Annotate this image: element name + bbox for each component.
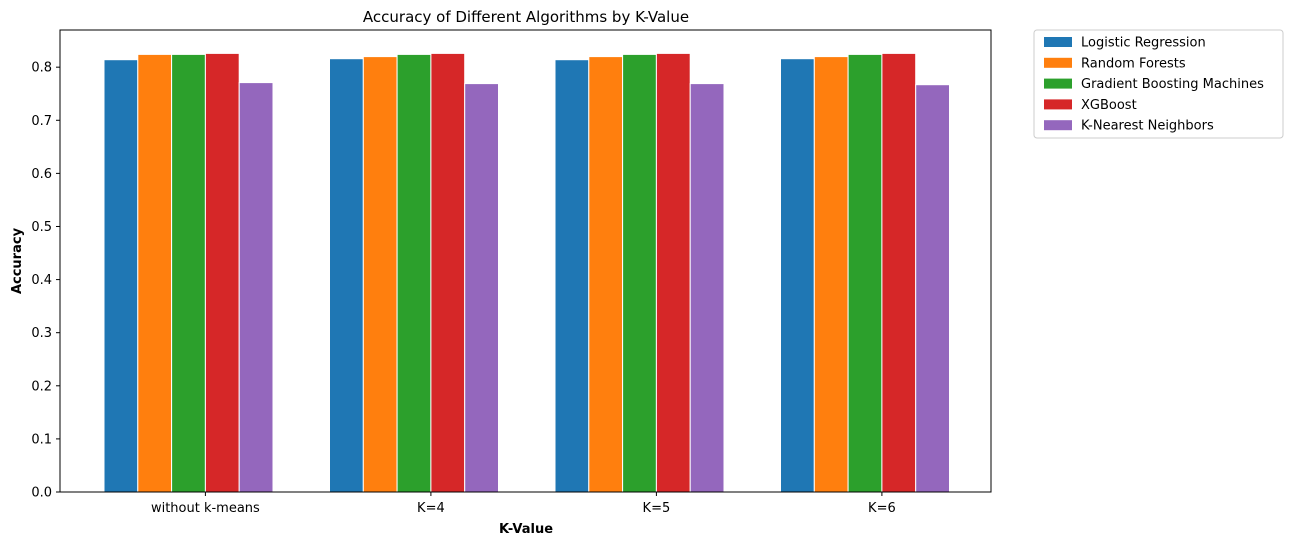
plot-frame xyxy=(59,29,992,493)
bar-k-nearest-neighbors-0 xyxy=(238,82,274,493)
y-tick-label: 0.1 xyxy=(31,432,52,447)
bar-xgboost-2 xyxy=(655,52,691,493)
bar-gradient-boosting-machines-0 xyxy=(171,53,206,493)
bar-k-nearest-neighbors-3 xyxy=(915,84,951,493)
y-axis-title: Accuracy xyxy=(10,227,25,294)
legend-label: K-Nearest Neighbors xyxy=(1081,119,1214,134)
x-tick-label: K=6 xyxy=(868,501,896,516)
bar-logistic-regression-0 xyxy=(103,59,139,493)
y-tick-label: 0.3 xyxy=(31,326,52,341)
y-tick-label: 0.2 xyxy=(31,379,52,394)
legend-swatch xyxy=(1044,99,1072,110)
legend-swatch xyxy=(1044,120,1072,131)
y-tick-label: 0.7 xyxy=(31,114,52,129)
legend-swatch xyxy=(1044,57,1072,68)
legend-label: XGBoost xyxy=(1081,98,1137,113)
bar-k-nearest-neighbors-1 xyxy=(464,83,500,493)
legend-label: Gradient Boosting Machines xyxy=(1081,77,1264,92)
bar-gradient-boosting-machines-3 xyxy=(847,53,883,493)
bar-logistic-regression-1 xyxy=(329,58,364,493)
y-tick-label: 0.4 xyxy=(31,273,52,288)
bar-random-forests-2 xyxy=(588,56,624,493)
x-tick-label: without k-means xyxy=(151,501,260,516)
y-tick-label: 0.0 xyxy=(31,486,52,501)
bar-xgboost-1 xyxy=(430,52,466,493)
plot-area xyxy=(103,52,951,493)
legend-label: Random Forests xyxy=(1081,56,1186,71)
x-axis-title: K-Value xyxy=(499,522,553,537)
bar-xgboost-0 xyxy=(204,52,240,493)
y-tick-label: 0.8 xyxy=(31,61,52,76)
legend-swatch xyxy=(1044,78,1072,89)
y-axis: 0.0 0.1 0.2 0.3 0.4 0.5 0.6 0.7 0.8 xyxy=(31,61,60,501)
bar-k-nearest-neighbors-2 xyxy=(689,83,725,493)
bar-random-forests-1 xyxy=(362,56,398,493)
x-tick-label: K=5 xyxy=(643,501,671,516)
bar-logistic-regression-2 xyxy=(554,59,590,493)
bar-logistic-regression-3 xyxy=(780,58,815,493)
legend-frame xyxy=(1033,29,1284,139)
bar-random-forests-3 xyxy=(813,56,849,493)
bar-gradient-boosting-machines-1 xyxy=(396,53,432,493)
bar-gradient-boosting-machines-2 xyxy=(622,53,657,493)
x-axis: without k-means K=4 K=5 K=6 xyxy=(151,492,896,516)
bar-random-forests-0 xyxy=(137,53,173,493)
x-tick-label: K=4 xyxy=(417,501,445,516)
legend: Logistic Regression Random Forests Gradien… xyxy=(1033,29,1284,139)
y-tick-label: 0.6 xyxy=(31,167,52,182)
legend-label: Logistic Regression xyxy=(1081,36,1206,51)
chart-title: Accuracy of Different Algorithms by K-Va… xyxy=(363,8,689,26)
y-tick-label: 0.5 xyxy=(31,220,52,235)
legend-swatch xyxy=(1044,37,1072,47)
bar-xgboost-3 xyxy=(881,52,917,493)
